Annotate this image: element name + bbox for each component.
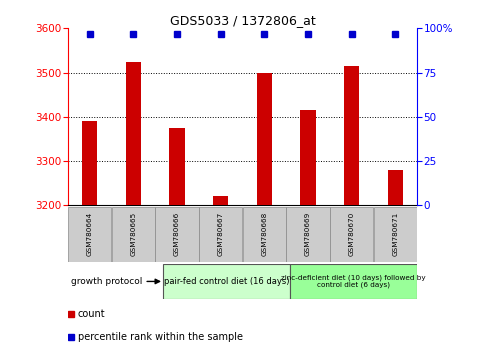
Text: GSM780666: GSM780666 <box>174 211 180 256</box>
Bar <box>111 207 155 262</box>
Text: GSM780671: GSM780671 <box>392 211 397 256</box>
Bar <box>329 207 373 262</box>
Title: GDS5033 / 1372806_at: GDS5033 / 1372806_at <box>169 14 315 27</box>
Text: GSM780667: GSM780667 <box>217 211 223 256</box>
Bar <box>198 207 242 262</box>
Text: GSM780669: GSM780669 <box>304 211 310 256</box>
Text: GSM780670: GSM780670 <box>348 211 354 256</box>
Text: zinc-deficient diet (10 days) followed by
control diet (6 days): zinc-deficient diet (10 days) followed b… <box>281 274 425 289</box>
Bar <box>286 207 329 262</box>
Bar <box>68 207 111 262</box>
Text: count: count <box>77 309 105 319</box>
Text: pair-fed control diet (16 days): pair-fed control diet (16 days) <box>164 277 289 286</box>
Bar <box>155 207 198 262</box>
Bar <box>373 207 416 262</box>
Bar <box>242 207 286 262</box>
Bar <box>82 121 97 205</box>
Bar <box>169 128 184 205</box>
Text: percentile rank within the sample: percentile rank within the sample <box>77 332 242 342</box>
Bar <box>300 110 315 205</box>
Text: growth protocol: growth protocol <box>71 277 142 286</box>
Bar <box>163 264 289 299</box>
Bar <box>212 196 228 205</box>
Bar <box>256 73 272 205</box>
Bar <box>125 62 141 205</box>
Text: GSM780665: GSM780665 <box>130 211 136 256</box>
Bar <box>387 170 402 205</box>
Bar <box>290 264 416 299</box>
Bar <box>343 66 359 205</box>
Text: GSM780664: GSM780664 <box>87 211 92 256</box>
Text: GSM780668: GSM780668 <box>261 211 267 256</box>
